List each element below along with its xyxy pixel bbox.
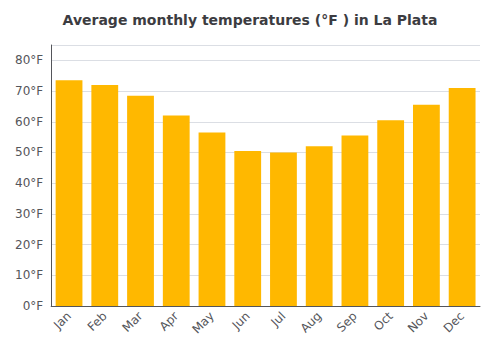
svg-text:Aug: Aug bbox=[298, 309, 324, 335]
svg-text:30°F: 30°F bbox=[15, 207, 43, 221]
svg-text:50°F: 50°F bbox=[15, 145, 43, 159]
svg-text:10°F: 10°F bbox=[15, 268, 43, 282]
svg-text:Feb: Feb bbox=[85, 309, 110, 334]
svg-text:80°F: 80°F bbox=[15, 53, 43, 67]
svg-text:Nov: Nov bbox=[405, 309, 431, 335]
svg-text:Mar: Mar bbox=[120, 309, 146, 335]
svg-text:40°F: 40°F bbox=[15, 176, 43, 190]
svg-text:60°F: 60°F bbox=[15, 115, 43, 129]
svg-text:May: May bbox=[190, 309, 217, 336]
svg-text:Jul: Jul bbox=[268, 309, 289, 330]
svg-text:Dec: Dec bbox=[441, 309, 467, 335]
svg-text:70°F: 70°F bbox=[15, 84, 43, 98]
svg-text:Apr: Apr bbox=[157, 309, 182, 334]
svg-text:Sep: Sep bbox=[334, 309, 360, 335]
svg-text:Oct: Oct bbox=[371, 309, 396, 334]
svg-text:20°F: 20°F bbox=[15, 238, 43, 252]
svg-text:Average monthly temperatures (: Average monthly temperatures (°F ) in La… bbox=[63, 12, 438, 28]
svg-text:0°F: 0°F bbox=[23, 299, 44, 313]
svg-text:Jun: Jun bbox=[229, 309, 253, 333]
svg-text:Jan: Jan bbox=[50, 309, 74, 333]
